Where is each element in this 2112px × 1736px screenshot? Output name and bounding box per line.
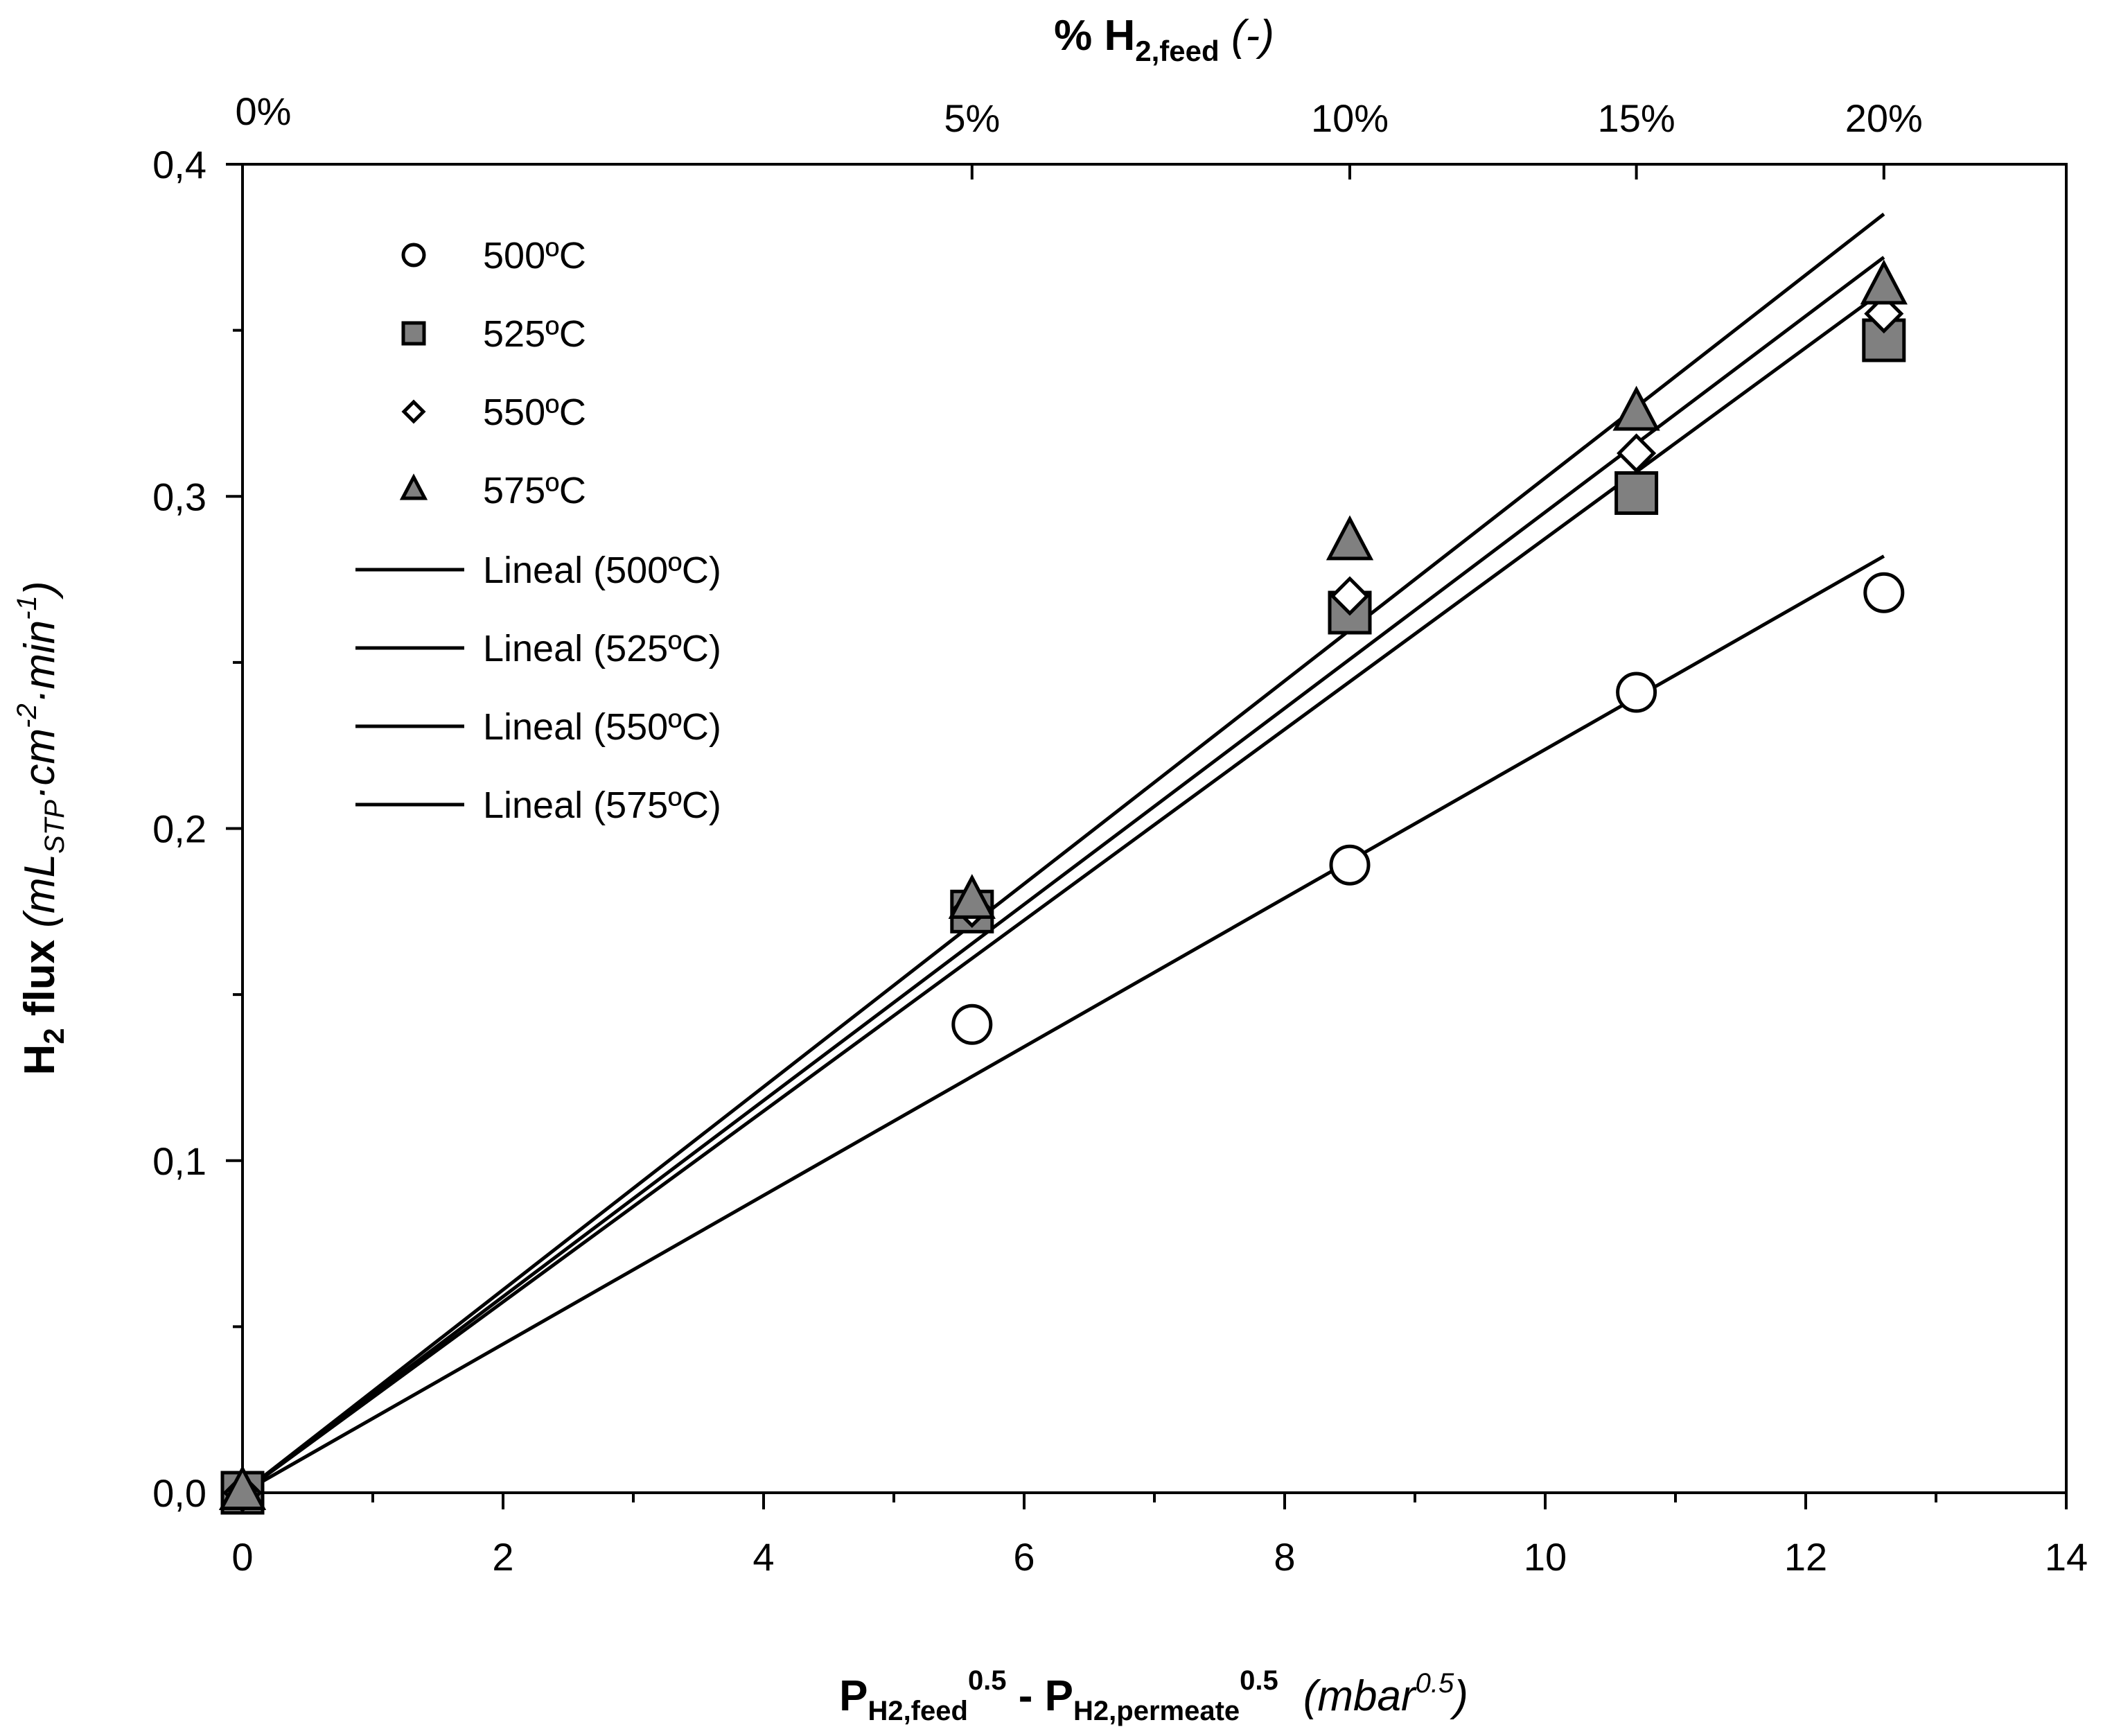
point-circle [1329, 844, 1371, 886]
legend-marker-diamond [401, 399, 426, 424]
x-tick-label: 10 [1524, 1535, 1567, 1579]
x-axis-title: PH2,feed0.5 - PH2,permeate0.5 (mbar0.5) [839, 1665, 1468, 1726]
trendline-lineal-575-c [241, 212, 1885, 1494]
point-triangle [1612, 385, 1660, 431]
legend-item-550-c: 550ºC [401, 392, 586, 433]
x-tick-label: 0 [231, 1535, 253, 1579]
trendlines [241, 212, 1885, 1495]
legend-marker-triangle [399, 473, 428, 500]
point-diamond [1330, 576, 1370, 616]
top-axis: 0% 5% 10% 15% 20% [236, 89, 1923, 179]
point-diamond [1617, 433, 1657, 473]
point-diamond [1864, 294, 1904, 334]
legend-marker-square [401, 321, 426, 346]
legend-item-lineal-575-c: Lineal (575ºC) [355, 784, 721, 826]
legend-marker-circle [401, 243, 426, 268]
x-tick-label: 8 [1274, 1535, 1295, 1579]
top-axis-title: % H2,feed (-) [1054, 12, 1274, 67]
x-axis: 0 2 4 6 8 10 12 14 [231, 1493, 2088, 1579]
legend-label: Lineal (575ºC) [483, 784, 721, 826]
legend-item-lineal-525-c: Lineal (525ºC) [355, 628, 721, 669]
x-tick-label: 2 [492, 1535, 513, 1579]
y-axis: 0,0 0,1 0,2 0,3 0,4 [152, 143, 243, 1515]
point-triangle [1860, 259, 1908, 305]
point-circle [951, 1003, 993, 1045]
legend-label: Lineal (550ºC) [483, 706, 721, 748]
y-tick-label: 0,1 [152, 1139, 206, 1183]
point-circle [1863, 572, 1905, 613]
x-tick-label: 14 [2045, 1535, 2088, 1579]
top-tick-label: 5% [944, 96, 1000, 140]
legend-label: 500ºC [483, 235, 586, 277]
y-tick-label: 0,3 [152, 475, 206, 518]
legend-label: Lineal (525ºC) [483, 628, 721, 669]
series-575-c [218, 259, 1908, 1510]
legend-item-500-c: 500ºC [401, 235, 586, 277]
y-tick-label: 0,4 [152, 143, 206, 186]
legend-label: 575ºC [483, 470, 586, 511]
trendline-lineal-550-c [241, 256, 1885, 1494]
legend-item-lineal-500-c: Lineal (500ºC) [355, 550, 721, 591]
top-tick-label: 0% [236, 89, 292, 133]
point-triangle [948, 874, 996, 919]
point-triangle [218, 1465, 267, 1510]
top-tick-label: 15% [1598, 96, 1675, 140]
top-tick-label: 10% [1311, 96, 1389, 140]
legend-label: Lineal (500ºC) [483, 550, 721, 591]
trendline-lineal-525-c [241, 289, 1885, 1495]
top-tick-label: 20% [1845, 96, 1923, 140]
data-markers [218, 259, 1908, 1515]
point-square [1614, 471, 1659, 515]
y-axis-title: H2 flux (mLSTP·cm-2·min-1) [12, 581, 70, 1075]
y-tick-label: 0,2 [152, 807, 206, 851]
legend-item-575-c: 575ºC [399, 470, 586, 511]
x-tick-label: 6 [1013, 1535, 1035, 1579]
legend-item-525-c: 525ºC [401, 313, 586, 355]
legend-label: 525ºC [483, 313, 586, 355]
x-tick-label: 12 [1784, 1535, 1827, 1579]
point-triangle [1326, 515, 1374, 561]
legend-item-lineal-550-c: Lineal (550ºC) [355, 706, 721, 748]
x-tick-label: 4 [753, 1535, 774, 1579]
legend: 500ºC 525ºC 550ºC 575ºC Lineal (500ºC) Lineal… [355, 235, 721, 826]
y-tick-label: 0,0 [152, 1471, 206, 1515]
point-circle [1616, 672, 1657, 713]
legend-label: 550ºC [483, 392, 586, 433]
trendline-lineal-500-c [241, 554, 1885, 1495]
